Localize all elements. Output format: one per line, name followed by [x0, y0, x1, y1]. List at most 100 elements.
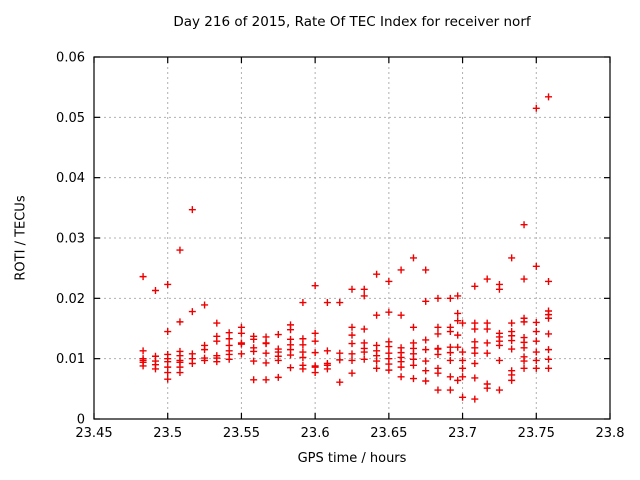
data-point: [237, 323, 245, 331]
data-point: [459, 373, 467, 381]
data-point: [434, 294, 442, 302]
data-point: [311, 349, 319, 357]
y-tick-label: 0.02: [56, 292, 85, 307]
data-point: [348, 340, 356, 348]
data-point: [495, 356, 503, 364]
data-point: [348, 356, 356, 364]
data-point: [422, 297, 430, 305]
data-point: [262, 349, 270, 357]
data-point: [422, 346, 430, 354]
data-point: [176, 369, 184, 377]
data-point: [213, 319, 221, 327]
data-point: [164, 369, 172, 377]
data-point: [520, 364, 528, 372]
data-point: [213, 337, 221, 345]
data-point: [545, 277, 553, 285]
x-tick-label: 23.8: [596, 426, 625, 441]
data-point: [262, 333, 270, 341]
data-point: [434, 323, 442, 331]
data-point: [459, 364, 467, 372]
data-point: [164, 328, 172, 336]
data-point: [483, 384, 491, 392]
data-point: [311, 329, 319, 337]
data-point: [397, 311, 405, 319]
data-point: [532, 318, 540, 326]
data-point: [323, 365, 331, 373]
data-point: [459, 356, 467, 364]
data-point: [348, 350, 356, 358]
data-point: [225, 335, 233, 343]
data-point: [434, 330, 442, 338]
data-point: [360, 285, 368, 293]
y-tick-label: 0.01: [56, 352, 85, 367]
data-point: [397, 373, 405, 381]
data-point: [385, 360, 393, 368]
y-tick-label: 0.05: [56, 111, 85, 126]
x-tick-label: 23.55: [223, 426, 260, 441]
data-point: [454, 292, 462, 300]
data-point: [545, 314, 553, 322]
data-point: [262, 376, 270, 384]
data-point: [176, 318, 184, 326]
data-point: [446, 328, 454, 336]
x-tick-label: 23.75: [518, 426, 555, 441]
data-point: [201, 301, 209, 309]
data-point: [545, 355, 553, 363]
data-point: [250, 335, 258, 343]
data-point: [139, 362, 147, 370]
data-point: [495, 341, 503, 349]
data-point: [409, 375, 417, 383]
data-point: [299, 299, 307, 307]
data-point: [446, 373, 454, 381]
data-point: [336, 356, 344, 364]
data-point: [508, 345, 516, 353]
data-point: [164, 280, 172, 288]
x-tick-label: 23.7: [448, 426, 477, 441]
data-point: [164, 375, 172, 383]
data-point: [323, 347, 331, 355]
data-point: [471, 395, 479, 403]
plot-border: [93, 56, 611, 420]
data-point: [397, 363, 405, 371]
data-point: [323, 299, 331, 307]
data-point: [336, 378, 344, 386]
data-point: [360, 292, 368, 300]
data-point: [311, 369, 319, 377]
data-point: [225, 329, 233, 337]
data-point: [471, 282, 479, 290]
data-point: [446, 386, 454, 394]
data-point: [336, 299, 344, 307]
data-point: [299, 353, 307, 361]
data-point: [434, 350, 442, 358]
data-point: [532, 104, 540, 112]
data-point: [508, 376, 516, 384]
data-point: [508, 319, 516, 327]
data-point: [545, 364, 553, 372]
data-point: [532, 328, 540, 336]
data-point: [385, 366, 393, 374]
data-point: [213, 358, 221, 366]
data-point: [311, 337, 319, 345]
data-point: [299, 335, 307, 343]
data-point: [262, 359, 270, 367]
data-point: [250, 357, 258, 365]
data-point: [237, 329, 245, 337]
data-point: [250, 376, 258, 384]
data-point: [373, 270, 381, 278]
data-point: [483, 349, 491, 357]
data-point: [360, 325, 368, 333]
data-point: [385, 343, 393, 351]
data-point: [287, 351, 295, 359]
x-axis-label: GPS time / hours: [297, 451, 407, 466]
data-point: [299, 341, 307, 349]
data-point: [471, 349, 479, 357]
data-point: [532, 262, 540, 270]
data-point: [545, 330, 553, 338]
data-point: [454, 317, 462, 325]
data-point: [201, 346, 209, 354]
data-point: [520, 275, 528, 283]
data-point: [434, 369, 442, 377]
data-point: [495, 386, 503, 394]
data-point: [454, 376, 462, 384]
